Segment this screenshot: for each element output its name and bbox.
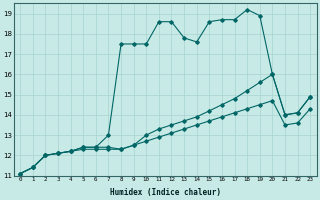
X-axis label: Humidex (Indice chaleur): Humidex (Indice chaleur): [110, 188, 221, 197]
